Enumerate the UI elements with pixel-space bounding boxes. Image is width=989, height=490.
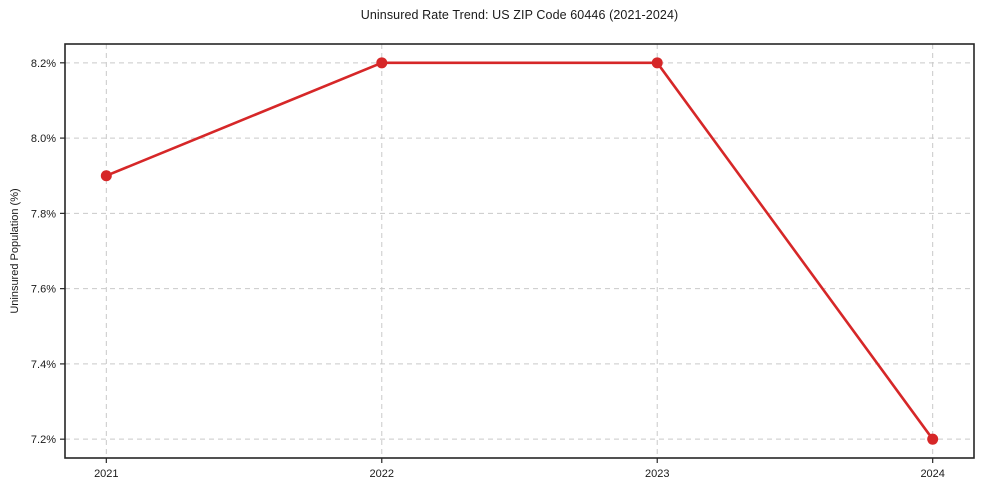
y-tick-label: 7.4%	[31, 359, 56, 371]
y-tick-label: 7.2%	[31, 434, 56, 446]
x-tick-label: 2023	[645, 468, 669, 480]
data-point	[651, 57, 663, 69]
x-tick-label: 2021	[94, 468, 118, 480]
y-tick-label: 8.2%	[31, 58, 56, 70]
x-tick-label: 2024	[920, 468, 944, 480]
y-tick-label: 8.0%	[31, 133, 56, 145]
y-tick-label: 7.6%	[31, 284, 56, 296]
data-line	[105, 61, 934, 441]
y-tick-label: 7.8%	[31, 208, 56, 220]
x-tick-label: 2022	[370, 468, 394, 480]
chart-title: Uninsured Rate Trend: US ZIP Code 60446 …	[360, 8, 679, 22]
data-point	[376, 57, 388, 69]
plot-frame	[64, 43, 975, 459]
data-point	[927, 433, 939, 445]
data-point	[100, 170, 112, 182]
